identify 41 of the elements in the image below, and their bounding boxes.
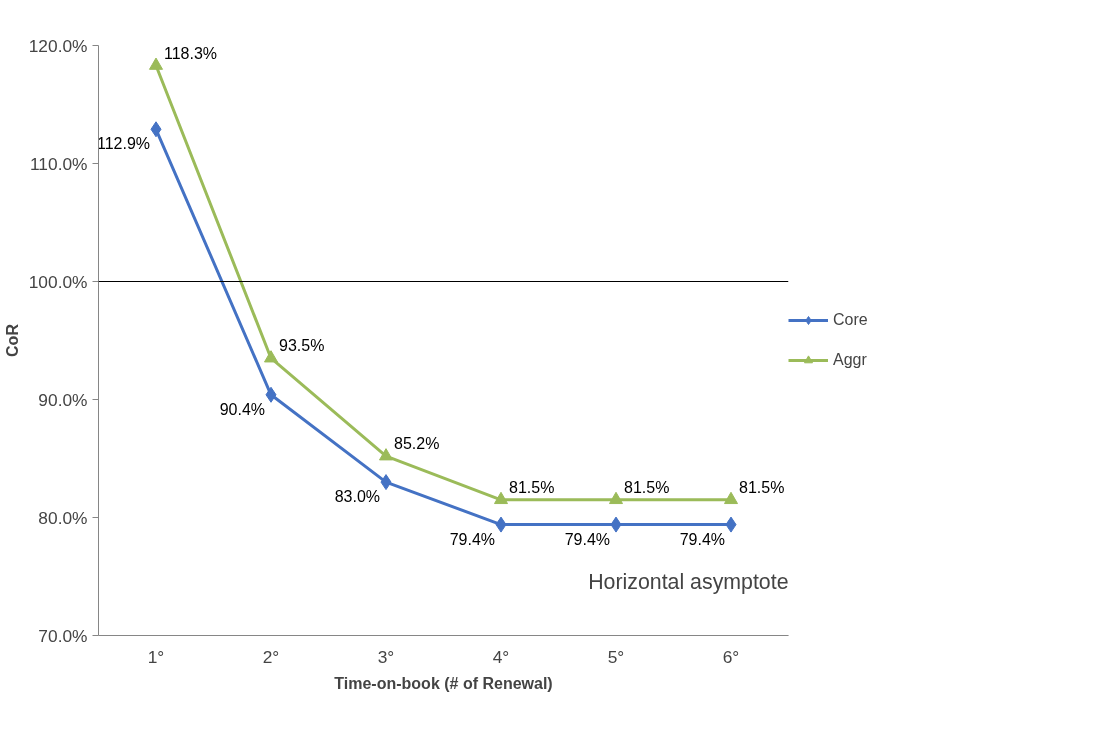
y-axis-title: CoR [3, 323, 21, 357]
annotation: Horizontal asymptote [588, 570, 789, 595]
data-label: 79.4% [679, 530, 726, 548]
x-tick-label: 1° [147, 646, 165, 667]
point [494, 491, 508, 505]
y-tick-label: 80.0% [38, 507, 88, 528]
x-tick-label: 3° [377, 646, 395, 667]
y-tick-label: 120.0% [28, 35, 88, 56]
data-label: 81.5% [624, 478, 670, 496]
x-tick-label: 6° [722, 646, 740, 667]
point [609, 491, 623, 505]
point [264, 350, 278, 363]
legend-label: Aggr [833, 351, 867, 369]
point [724, 491, 738, 505]
data-label: 79.4% [564, 530, 611, 548]
point [149, 57, 163, 70]
data-label: 81.5% [509, 478, 555, 496]
y-tick-label: 90.0% [38, 389, 88, 410]
data-label: 118.3% [164, 44, 218, 62]
y-tick-label: 100.0% [28, 271, 88, 292]
data-label: 83.0% [334, 488, 381, 506]
x-tick-label: 5° [607, 646, 625, 667]
x-axis-title: Time-on-book (# of Renewal) [334, 674, 553, 692]
x-tick-label: 4° [492, 646, 510, 667]
point [150, 121, 162, 138]
data-label: 112.9% [96, 135, 150, 153]
x-tick-label: 2° [262, 646, 280, 667]
point [495, 516, 507, 533]
y-tick-label: 70.0% [38, 625, 88, 646]
point [610, 516, 622, 533]
data-label: 85.2% [394, 435, 440, 453]
point [379, 448, 393, 461]
data-label: 79.4% [449, 530, 496, 548]
point [725, 516, 737, 533]
point [265, 386, 277, 403]
data-label: 81.5% [739, 478, 785, 496]
legend-label: Core [833, 311, 868, 329]
data-label: 90.4% [219, 400, 266, 418]
y-tick-label: 110.0% [30, 153, 88, 174]
data-label: 93.5% [279, 337, 325, 355]
point [380, 474, 392, 491]
